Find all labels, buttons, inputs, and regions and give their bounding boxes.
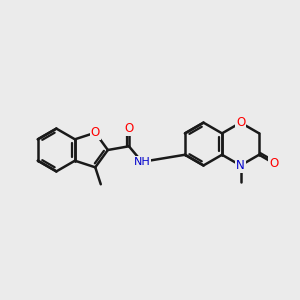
Text: O: O [124, 122, 134, 135]
Text: N: N [236, 159, 245, 172]
Text: O: O [91, 126, 100, 139]
Text: NH: NH [134, 157, 150, 167]
Text: O: O [236, 116, 245, 129]
Text: O: O [269, 157, 279, 170]
